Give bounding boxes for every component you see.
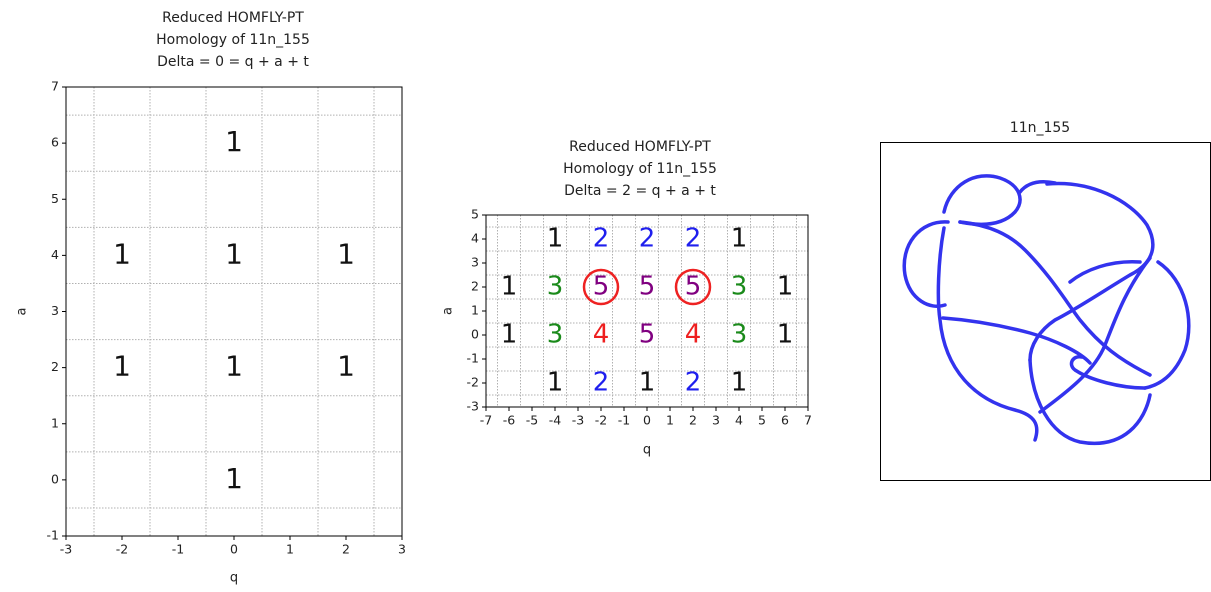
y-tick-label: 0: [471, 327, 479, 342]
x-tick-label: 0: [643, 413, 651, 428]
y-tick-label: -1: [467, 351, 479, 366]
knot-strand: [944, 176, 1020, 225]
y-tick-label: 2: [51, 359, 59, 374]
data-label: 1: [225, 350, 243, 383]
data-label: 1: [777, 272, 794, 302]
knot-strand: [1145, 262, 1189, 388]
knot: [904, 176, 1189, 443]
y-tick-label: -2: [467, 375, 479, 390]
data-label: 5: [685, 272, 702, 302]
x-tick-label: 1: [286, 542, 294, 557]
data-label: 5: [639, 320, 656, 350]
chart-title: Homology of 11n_155: [563, 161, 717, 177]
data-label: 1: [225, 462, 243, 495]
x-tick-label: 7: [804, 413, 812, 428]
x-tick-label: -3: [572, 413, 584, 428]
x-tick-label: -6: [503, 413, 516, 428]
data-label: 2: [593, 368, 610, 398]
y-axis-label: a: [441, 307, 456, 315]
chart-title: Delta = 2 = q + a + t: [564, 183, 716, 199]
figure: 11n_155 Reduced HOMFLY-PT Homology of 11n…: [0, 0, 1211, 592]
data-label: 1: [731, 224, 748, 254]
data-label: 1: [639, 368, 656, 398]
x-tick-label: 6: [781, 413, 789, 428]
y-tick-label: 1: [51, 415, 59, 430]
chart-title: Reduced HOMFLY-PT: [162, 10, 304, 26]
data-label: 1: [777, 320, 794, 350]
chart-title: Reduced HOMFLY-PT: [569, 139, 711, 155]
y-tick-label: 5: [471, 207, 479, 222]
y-tick-label: 7: [51, 79, 59, 94]
data-label: 5: [593, 272, 610, 302]
x-axis-label: q: [643, 443, 651, 458]
data-label: 1: [113, 237, 131, 270]
knot-strand: [1070, 262, 1140, 282]
x-tick-label: 2: [689, 413, 697, 428]
y-tick-label: 4: [471, 231, 479, 246]
knot-strand: [960, 222, 1150, 375]
x-tick-label: 2: [342, 542, 350, 557]
y-tick-label: 1: [471, 303, 479, 318]
data-label: 3: [731, 320, 748, 350]
x-tick-label: -5: [526, 413, 538, 428]
data-label: 1: [337, 350, 355, 383]
x-tick-label: 3: [712, 413, 720, 428]
data-label: 1: [501, 272, 518, 302]
y-tick-label: 6: [51, 135, 59, 150]
data-label: 2: [639, 224, 656, 254]
data-label: 5: [639, 272, 656, 302]
y-tick-label: -1: [47, 528, 59, 543]
chart-title: Homology of 11n_155: [156, 32, 310, 48]
x-tick-label: 1: [666, 413, 674, 428]
data-label: 4: [685, 320, 702, 350]
x-tick-label: -7: [480, 413, 492, 428]
y-tick-label: -3: [467, 399, 479, 414]
data-label: 1: [731, 368, 748, 398]
data-label: 1: [225, 237, 243, 270]
data-label: 1: [337, 237, 355, 270]
x-axis-label: q: [230, 571, 238, 586]
data-label: 2: [593, 224, 610, 254]
data-label: 3: [547, 320, 564, 350]
y-axis-label: a: [15, 308, 30, 316]
x-tick-label: 0: [230, 542, 238, 557]
knot-strand: [1071, 357, 1145, 388]
data-label: 2: [685, 224, 702, 254]
data-label: 3: [731, 272, 748, 302]
x-tick-label: 3: [398, 542, 406, 557]
knot-title: 11n_155: [1010, 120, 1070, 136]
data-label: 1: [113, 350, 131, 383]
x-tick-label: -4: [549, 413, 562, 428]
x-tick-label: -1: [618, 413, 630, 428]
data-label: 1: [225, 125, 243, 158]
data-label: 1: [547, 368, 564, 398]
x-tick-label: -2: [116, 542, 128, 557]
x-tick-label: 5: [758, 413, 766, 428]
x-tick-label: 4: [735, 413, 743, 428]
chart-title: Delta = 0 = q + a + t: [157, 54, 309, 70]
y-tick-label: 3: [51, 303, 59, 318]
y-tick-label: 2: [471, 279, 479, 294]
x-tick-label: -2: [595, 413, 607, 428]
knot-strand: [938, 228, 1036, 440]
data-label: 3: [547, 272, 564, 302]
x-tick-label: -1: [172, 542, 184, 557]
y-tick-label: 0: [51, 471, 59, 486]
knot-frame: [881, 143, 1211, 481]
x-tick-label: -3: [60, 542, 72, 557]
data-label: 1: [501, 320, 518, 350]
data-label: 4: [593, 320, 610, 350]
y-tick-label: 4: [51, 247, 59, 262]
y-tick-label: 5: [51, 191, 59, 206]
knot-strand: [1030, 360, 1150, 443]
data-label: 1: [547, 224, 564, 254]
y-tick-label: 3: [471, 255, 479, 270]
data-label: 2: [685, 368, 702, 398]
knot-panel: [881, 143, 1211, 481]
knot-strand: [943, 318, 1090, 363]
